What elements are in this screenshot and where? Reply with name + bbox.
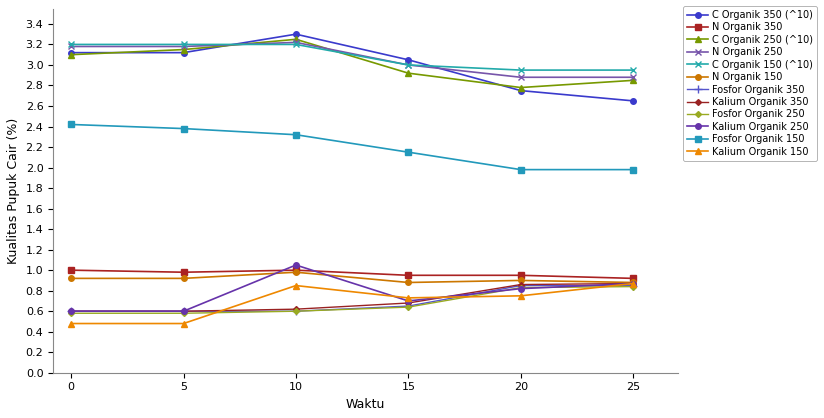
N Organik 350 (404, 273, 414, 278)
C Organik 250 (^10) (66, 52, 76, 57)
C Organik 250 (^10) (404, 71, 414, 76)
N Organik 150 (516, 278, 526, 283)
Kalium Organik 150 (66, 321, 76, 326)
C Organik 350 (^10) (179, 50, 189, 55)
Fosfor Organik 250 (66, 311, 76, 316)
Kalium Organik 250 (516, 286, 526, 291)
Kalium Organik 150 (628, 281, 638, 286)
Line: C Organik 150 (^10): C Organik 150 (^10) (68, 41, 637, 74)
C Organik 150 (^10) (179, 42, 189, 47)
Kalium Organik 350 (179, 309, 189, 314)
Fosfor Organik 150 (404, 150, 414, 155)
Kalium Organik 250 (404, 298, 414, 303)
N Organik 150 (628, 280, 638, 285)
Line: Kalium Organik 350: Kalium Organik 350 (69, 281, 635, 314)
N Organik 150 (179, 276, 189, 281)
C Organik 350 (^10) (628, 98, 638, 103)
Kalium Organik 150 (179, 321, 189, 326)
Line: C Organik 350 (^10): C Organik 350 (^10) (68, 31, 636, 104)
Line: Fosfor Organik 150: Fosfor Organik 150 (68, 122, 636, 172)
Fosfor Organik 350 (179, 309, 189, 314)
Legend: C Organik 350 (^10), N Organik 350, C Organik 250 (^10), N Organik 250, C Organi: C Organik 350 (^10), N Organik 350, C Or… (683, 6, 817, 161)
C Organik 250 (^10) (628, 78, 638, 83)
Line: N Organik 150: N Organik 150 (68, 270, 636, 285)
Fosfor Organik 250 (179, 311, 189, 316)
C Organik 350 (^10) (291, 32, 301, 37)
Kalium Organik 350 (628, 281, 638, 286)
C Organik 150 (^10) (66, 42, 76, 47)
N Organik 150 (66, 276, 76, 281)
Line: C Organik 250 (^10): C Organik 250 (^10) (68, 36, 636, 90)
Line: Fosfor Organik 350: Fosfor Organik 350 (67, 281, 637, 315)
Fosfor Organik 350 (291, 309, 301, 314)
Fosfor Organik 150 (66, 122, 76, 127)
C Organik 250 (^10) (291, 37, 301, 42)
Kalium Organik 350 (291, 307, 301, 312)
Fosfor Organik 350 (516, 283, 526, 288)
N Organik 250 (516, 75, 526, 80)
N Organik 350 (179, 270, 189, 275)
Line: N Organik 350: N Organik 350 (68, 268, 636, 281)
N Organik 250 (179, 44, 189, 49)
Kalium Organik 150 (516, 293, 526, 298)
Kalium Organik 250 (291, 263, 301, 268)
Y-axis label: Kualitas Pupuk Cair (%): Kualitas Pupuk Cair (%) (7, 117, 20, 264)
C Organik 250 (^10) (179, 47, 189, 52)
N Organik 150 (404, 280, 414, 285)
Kalium Organik 250 (66, 309, 76, 314)
Kalium Organik 350 (516, 282, 526, 287)
N Organik 250 (66, 44, 76, 49)
N Organik 150 (291, 270, 301, 275)
C Organik 150 (^10) (516, 68, 526, 73)
Line: Kalium Organik 150: Kalium Organik 150 (68, 281, 636, 326)
N Organik 350 (516, 273, 526, 278)
C Organik 350 (^10) (516, 88, 526, 93)
Line: N Organik 250: N Organik 250 (68, 39, 637, 81)
N Organik 350 (628, 276, 638, 281)
N Organik 250 (628, 75, 638, 80)
Fosfor Organik 350 (628, 283, 638, 288)
Fosfor Organik 250 (516, 285, 526, 290)
C Organik 150 (^10) (291, 42, 301, 47)
Kalium Organik 250 (628, 281, 638, 286)
Kalium Organik 350 (66, 309, 76, 314)
C Organik 150 (^10) (628, 68, 638, 73)
Fosfor Organik 250 (291, 309, 301, 314)
Line: Fosfor Organik 250: Fosfor Organik 250 (69, 285, 635, 315)
Fosfor Organik 250 (628, 284, 638, 289)
N Organik 250 (404, 62, 414, 67)
Kalium Organik 150 (404, 296, 414, 301)
Fosfor Organik 350 (404, 303, 414, 308)
Kalium Organik 350 (404, 301, 414, 306)
Fosfor Organik 150 (179, 126, 189, 131)
N Organik 250 (291, 40, 301, 45)
Fosfor Organik 150 (291, 132, 301, 137)
C Organik 250 (^10) (516, 85, 526, 90)
C Organik 350 (^10) (66, 50, 76, 55)
Fosfor Organik 250 (404, 305, 414, 310)
Fosfor Organik 150 (516, 167, 526, 172)
X-axis label: Waktu: Waktu (346, 398, 386, 411)
Line: Kalium Organik 250: Kalium Organik 250 (68, 262, 636, 314)
Fosfor Organik 150 (628, 167, 638, 172)
C Organik 350 (^10) (404, 57, 414, 62)
Kalium Organik 250 (179, 309, 189, 314)
Fosfor Organik 350 (66, 309, 76, 314)
N Organik 350 (66, 268, 76, 273)
N Organik 350 (291, 268, 301, 273)
C Organik 150 (^10) (404, 62, 414, 67)
Kalium Organik 150 (291, 283, 301, 288)
